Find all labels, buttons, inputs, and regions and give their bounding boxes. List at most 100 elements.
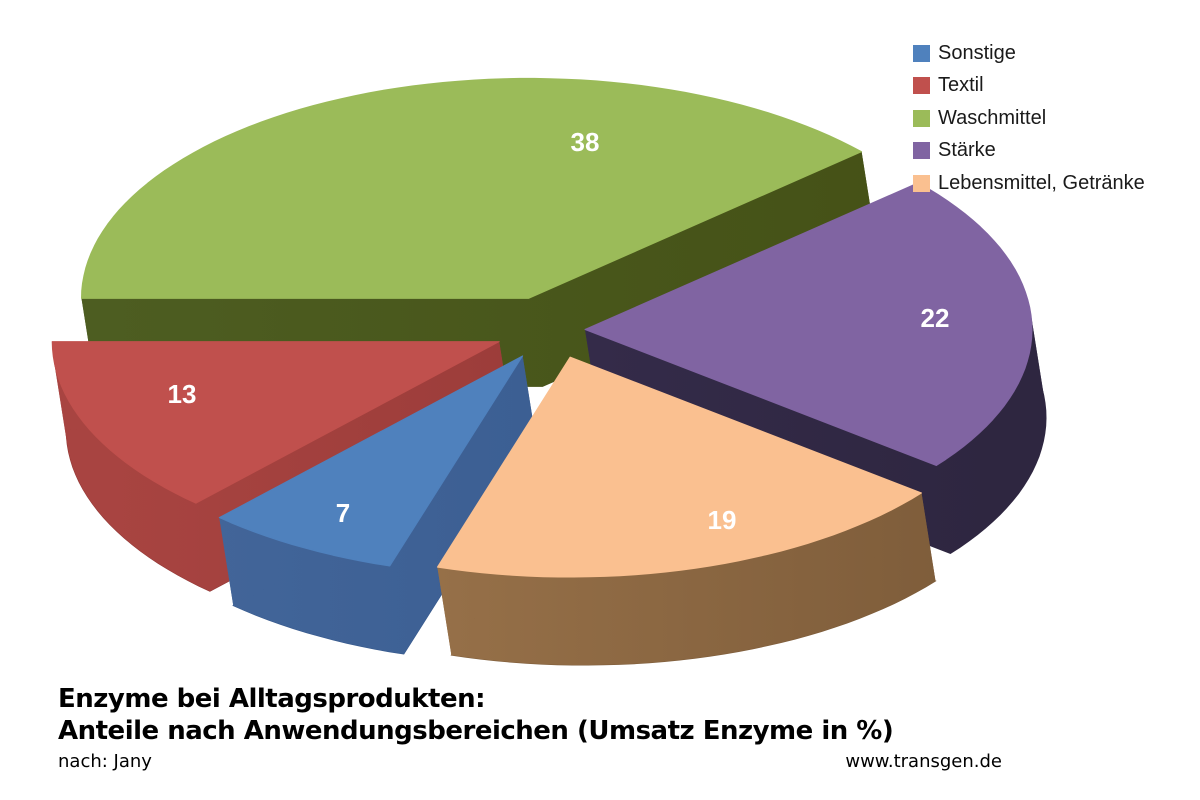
slice-side-face — [911, 493, 936, 587]
slice-side-face — [83, 422, 104, 518]
slice-side-face — [857, 520, 883, 614]
slice-side-face — [794, 543, 822, 636]
slice-side-face — [573, 576, 604, 665]
slice-side-face — [135, 469, 159, 564]
legend-row: Stärke — [913, 135, 1145, 168]
slice-side-face — [1031, 314, 1046, 411]
slice-side-face — [807, 539, 835, 632]
slice-value-label: 7 — [336, 498, 350, 528]
slice-side-face — [1031, 330, 1046, 426]
slice-side-face — [512, 575, 542, 665]
slice-side-face — [954, 446, 978, 542]
slice-side-face — [96, 436, 117, 532]
slice-top-face — [584, 182, 1033, 466]
slice-side-face — [482, 572, 512, 663]
slice-side-face — [375, 563, 404, 654]
slice-side-face — [868, 515, 895, 609]
slice-side-face — [1029, 345, 1045, 442]
legend-label: Sonstige — [938, 41, 1016, 64]
slice-side-face — [497, 574, 527, 664]
slice-side-face — [118, 456, 141, 551]
slice-side-face — [174, 492, 199, 586]
slice-side-face — [126, 463, 150, 558]
slice-side-face — [695, 566, 725, 657]
slice-side-face — [833, 530, 860, 623]
slice-top-face — [51, 341, 500, 504]
slice-side-face — [767, 551, 795, 643]
legend-row: Sonstige — [913, 37, 1145, 70]
slice-top-face — [218, 355, 524, 567]
slice-side-face — [1009, 390, 1029, 487]
legend: Sonstige Textil Waschmittel Stärke Leben… — [913, 37, 1145, 200]
slice-side-face — [901, 498, 926, 593]
slice-side-face — [1025, 360, 1042, 457]
slice-side-face — [332, 555, 361, 647]
chart-title-line-1: Enzyme bei Alltagsprodukten: — [58, 684, 486, 714]
slice-side-face — [845, 525, 872, 619]
slice-side-face — [1030, 337, 1046, 434]
pie-slice-waschmittel — [81, 77, 877, 387]
website-url: www.transgen.de — [845, 751, 1002, 772]
slice-side-face — [1004, 398, 1024, 494]
source-note: nach: Jany — [58, 751, 152, 772]
slice-side-face — [986, 419, 1007, 515]
slice-side-face — [1031, 322, 1046, 419]
slice-side-face — [103, 443, 125, 539]
legend-swatch-textil — [913, 77, 930, 95]
slice-side-face — [979, 426, 1001, 522]
legend-label: Waschmittel — [938, 106, 1047, 129]
footnote-row: nach: Jany www.transgen.de — [58, 751, 1002, 773]
slice-side-face — [1018, 375, 1036, 472]
slice-side-face — [753, 554, 782, 646]
slice-side-face — [1021, 368, 1039, 464]
slice-side-face — [1014, 383, 1033, 479]
legend-row: Lebensmittel, Getränke — [913, 167, 1145, 200]
slice-side-face — [543, 576, 573, 665]
slice-top-face — [436, 356, 922, 578]
slice-side-face — [589, 576, 619, 665]
pie-slice-sonstige — [218, 355, 539, 655]
slice-side-face — [780, 547, 809, 640]
legend-swatch-sonstige — [913, 44, 930, 62]
slice-side-face — [361, 561, 390, 652]
legend-label: Lebensmittel, Getränke — [938, 171, 1145, 194]
slice-side-face — [724, 560, 753, 652]
slice-side-face — [52, 349, 68, 445]
legend-label: Stärke — [938, 139, 996, 162]
title-block: Enzyme bei Alltagsprodukten: Anteile nac… — [58, 683, 1002, 773]
slice-side-face — [710, 563, 739, 654]
slice-top-face — [81, 77, 863, 299]
legend-row: Textil — [913, 70, 1145, 103]
slice-side-face — [604, 575, 634, 665]
slice-side-face — [620, 574, 650, 664]
slice-side-face — [89, 429, 111, 525]
slice-side-face — [153, 481, 178, 575]
slice-side-face — [144, 475, 168, 570]
legend-swatch-waschmittel — [913, 109, 930, 127]
slice-side-face — [319, 551, 347, 644]
chart-title-line-2: Anteile nach Anwendungsbereichen (Umsatz… — [58, 716, 894, 746]
slice-side-face — [184, 498, 210, 592]
legend-row: Waschmittel — [913, 102, 1145, 135]
slice-side-face — [936, 459, 960, 554]
slice-side-face — [78, 415, 98, 511]
slice-side-face — [346, 558, 375, 650]
slice-side-face — [665, 570, 695, 660]
slice-side-face — [1027, 353, 1044, 449]
slice-side-face — [527, 576, 558, 665]
slice-side-face — [680, 568, 710, 659]
legend-swatch-staerke — [913, 142, 930, 160]
slice-side-face — [73, 408, 93, 504]
slice-value-label: 22 — [921, 303, 950, 333]
slice-side-face — [110, 450, 133, 545]
legend-swatch-lebensmittel — [913, 174, 930, 192]
pie-slice-lebensmittel-getr-nke — [436, 356, 937, 666]
slice-value-label: 13 — [168, 379, 197, 409]
slice-side-face — [880, 510, 906, 604]
slice-side-face — [163, 487, 189, 581]
slice-side-face — [820, 535, 847, 628]
slice-side-face — [945, 453, 969, 548]
legend-label: Textil — [938, 74, 984, 97]
